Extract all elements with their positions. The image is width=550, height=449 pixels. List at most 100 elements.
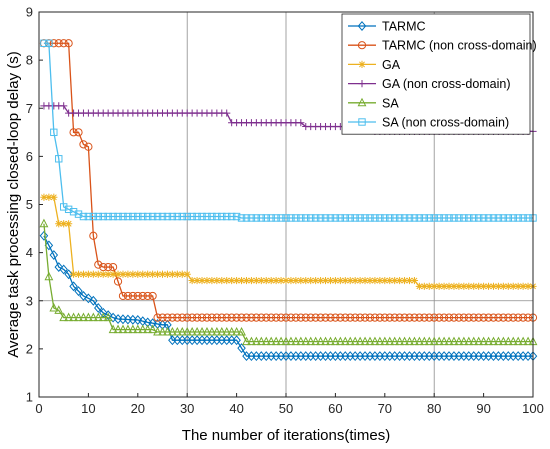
y-tick-label: 7 bbox=[26, 101, 33, 116]
data-point-marker bbox=[311, 313, 320, 322]
data-point-marker bbox=[109, 212, 117, 221]
data-point-marker bbox=[351, 276, 359, 285]
data-point-marker bbox=[158, 326, 167, 336]
data-point-marker bbox=[276, 336, 286, 346]
data-point-marker bbox=[518, 336, 528, 346]
data-point-marker bbox=[153, 326, 162, 336]
data-point-marker bbox=[123, 291, 133, 301]
data-point-marker bbox=[60, 203, 68, 211]
data-point-marker bbox=[143, 212, 152, 221]
data-point-marker bbox=[237, 313, 246, 322]
data-point-marker bbox=[470, 282, 478, 290]
data-point-marker bbox=[330, 336, 340, 346]
data-point-marker bbox=[301, 336, 311, 346]
data-point-marker bbox=[440, 282, 448, 290]
data-point-marker bbox=[271, 336, 281, 346]
x-tick-label: 0 bbox=[35, 401, 42, 416]
data-point-marker bbox=[99, 270, 107, 278]
data-point-marker bbox=[519, 214, 527, 222]
data-point-marker bbox=[232, 335, 241, 346]
data-point-marker bbox=[297, 119, 305, 127]
data-point-marker bbox=[450, 282, 458, 290]
data-point-marker bbox=[69, 208, 78, 216]
data-point-marker bbox=[272, 313, 281, 322]
data-point-marker bbox=[74, 128, 83, 137]
data-point-marker bbox=[365, 336, 375, 346]
data-point-marker bbox=[286, 313, 296, 322]
data-point-marker bbox=[93, 312, 103, 322]
data-point-marker bbox=[297, 214, 305, 222]
data-point-marker bbox=[79, 312, 88, 322]
data-point-marker bbox=[109, 270, 117, 278]
data-point-marker bbox=[198, 276, 206, 285]
y-tick-label: 1 bbox=[26, 390, 33, 405]
data-point-marker bbox=[213, 276, 221, 285]
data-point-marker bbox=[69, 270, 78, 278]
data-point-marker bbox=[484, 282, 493, 290]
data-point-marker bbox=[168, 313, 177, 322]
data-point-marker bbox=[193, 212, 201, 221]
series-ga bbox=[40, 193, 537, 290]
data-point-marker bbox=[39, 218, 49, 228]
x-tick-label: 10 bbox=[81, 401, 95, 416]
y-tick-label: 6 bbox=[26, 149, 33, 164]
data-point-marker bbox=[242, 313, 251, 322]
data-point-marker bbox=[286, 336, 296, 346]
legend-label: GA bbox=[382, 58, 401, 72]
data-point-marker bbox=[326, 313, 335, 322]
data-point-marker bbox=[444, 336, 454, 346]
data-point-marker bbox=[94, 260, 103, 269]
data-point-marker bbox=[60, 102, 68, 110]
data-point-marker bbox=[192, 326, 202, 336]
data-point-marker bbox=[114, 270, 122, 278]
data-point-marker bbox=[69, 281, 78, 292]
data-point-marker bbox=[133, 324, 143, 334]
data-point-marker bbox=[480, 282, 488, 290]
data-point-marker bbox=[345, 336, 355, 346]
data-point-marker bbox=[405, 276, 414, 285]
data-point-marker bbox=[499, 282, 507, 290]
data-point-marker bbox=[455, 282, 463, 290]
y-tick-label: 9 bbox=[26, 5, 33, 20]
data-point-marker bbox=[484, 336, 493, 346]
data-point-marker bbox=[435, 214, 443, 222]
data-point-marker bbox=[64, 205, 73, 214]
data-point-marker bbox=[484, 214, 493, 222]
data-point-marker bbox=[504, 214, 513, 222]
data-point-marker bbox=[262, 276, 270, 285]
data-point-marker bbox=[276, 313, 286, 322]
data-point-marker bbox=[504, 313, 513, 322]
data-point-marker bbox=[425, 313, 434, 322]
data-point-marker bbox=[40, 193, 48, 201]
data-point-marker bbox=[208, 276, 216, 285]
data-point-marker bbox=[74, 312, 83, 322]
data-point-marker bbox=[60, 220, 68, 228]
data-point-marker bbox=[94, 270, 102, 278]
legend-item-tarmc-non-cross-domain: TARMC (non cross-domain) bbox=[348, 39, 537, 53]
x-tick-label: 90 bbox=[476, 401, 490, 416]
data-point-marker bbox=[420, 214, 429, 222]
data-point-marker bbox=[430, 214, 438, 222]
y-tick-label: 5 bbox=[26, 197, 33, 212]
data-point-marker bbox=[133, 291, 142, 301]
data-point-marker bbox=[153, 212, 162, 221]
data-point-marker bbox=[55, 220, 63, 228]
data-point-marker bbox=[524, 214, 532, 222]
data-point-marker bbox=[133, 315, 143, 325]
data-point-marker bbox=[98, 312, 108, 322]
data-point-marker bbox=[222, 326, 232, 336]
data-point-marker bbox=[223, 276, 231, 285]
data-point-marker bbox=[282, 276, 290, 285]
data-point-marker bbox=[79, 290, 88, 301]
data-point-marker bbox=[415, 282, 423, 290]
data-point-marker bbox=[55, 155, 63, 163]
data-point-marker bbox=[198, 212, 206, 221]
data-point-marker bbox=[514, 313, 523, 322]
data-point-marker bbox=[331, 276, 339, 285]
data-point-marker bbox=[449, 336, 459, 346]
x-tick-label: 60 bbox=[328, 401, 342, 416]
data-point-marker bbox=[89, 212, 98, 221]
data-point-marker bbox=[69, 312, 78, 322]
data-point-marker bbox=[435, 313, 444, 322]
